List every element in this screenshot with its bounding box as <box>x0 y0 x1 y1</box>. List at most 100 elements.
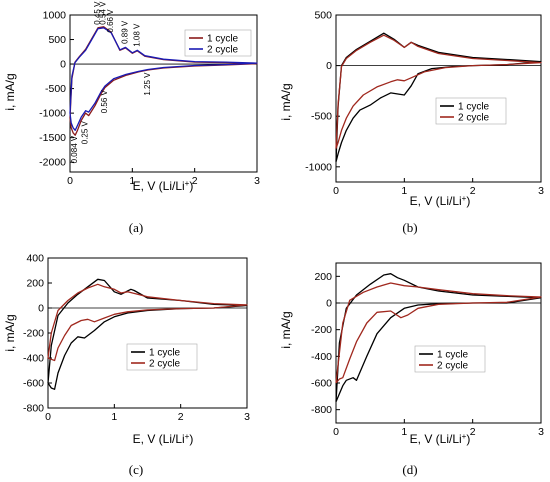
legend-box <box>414 345 486 373</box>
legend-box <box>184 29 252 57</box>
y-tick-label: 0 <box>60 59 66 71</box>
y-tick-label: -200 <box>311 324 332 336</box>
panel-c-caption: (c) <box>129 462 143 477</box>
y-tick-label: -1000 <box>39 108 66 120</box>
peak-annotation: 1.08 V <box>132 23 141 47</box>
series-line-1-cycle <box>335 273 542 402</box>
plot-frame <box>47 257 248 409</box>
y-tick-label: 200 <box>26 278 44 290</box>
x-tick-label: 2 <box>178 411 184 423</box>
peak-annotation: 0.084 V <box>70 135 79 163</box>
series-line-2-cycle <box>47 283 248 362</box>
panel-c-ylabel: i, mA/g <box>3 314 17 351</box>
x-tick-label: 2 <box>192 175 198 187</box>
plot-frame <box>69 14 258 173</box>
panel-b-series <box>335 32 542 162</box>
x-tick-label: 0 <box>67 175 73 187</box>
panel-a: E, V (Li/Li+) i, mA/g (a) 0 1 2 3 -2000 -1500… <box>3 1 260 235</box>
panel-a-xlabel: E, V (Li/Li+) <box>133 179 194 194</box>
y-tick-label: 400 <box>26 253 44 265</box>
y-tick-label: 0 <box>326 60 332 72</box>
legend-label: 1 cycle <box>207 34 239 45</box>
panel-c-series <box>47 278 248 390</box>
y-tick-label: -800 <box>23 403 44 415</box>
y-tick-label: -800 <box>311 404 332 416</box>
panel-b: E, V (Li/Li+) i, mA/g (b) 0 1 2 3-1000-5000… <box>279 10 544 236</box>
panel-d-axes: 0 1 2 3 -800 -600 -400 -200 0 200 <box>311 262 544 438</box>
y-tick-label: -600 <box>311 378 332 390</box>
x-tick-label: 3 <box>244 411 250 423</box>
panel-a-ylabel: i, mA/g <box>3 73 17 110</box>
x-tick-label: 1 <box>111 411 117 423</box>
legend-label: 1 cycle <box>149 348 181 359</box>
x-tick-label: 0 <box>333 426 339 438</box>
legend-label: 1 cycle <box>437 350 469 361</box>
x-tick-label: 3 <box>538 426 544 438</box>
y-tick-label: -400 <box>311 351 332 363</box>
peak-annotation: 0.25 V <box>81 120 90 144</box>
panel-c-axes: 0 1 2 3 -800 -600 -400 -200 0 200 400 <box>23 253 250 424</box>
series-line-2-cycle <box>335 34 542 149</box>
legend-label: 1 cycle <box>458 102 490 113</box>
legend-box <box>435 97 507 125</box>
panel-a-annotations: 0.45 V0.54 V0.66 V 0.89 V 1.08 V 0.084 V0.2… <box>70 1 152 163</box>
y-tick-label: 500 <box>314 10 332 22</box>
x-tick-label: 1 <box>401 426 407 438</box>
x-tick-label: 1 <box>401 185 407 197</box>
series-line-2-cycle <box>69 27 258 131</box>
panel-b-ylabel: i, mA/g <box>279 83 293 120</box>
peak-annotation: 1.25 V <box>143 72 152 96</box>
x-tick-label: 0 <box>45 411 51 423</box>
plot-frame <box>335 14 542 183</box>
y-tick-label: -1500 <box>39 132 66 144</box>
peak-annotation: 0.66 V <box>106 9 115 33</box>
x-tick-label: 0 <box>333 185 339 197</box>
panel-d-caption: (d) <box>402 462 417 477</box>
panel-d-series <box>335 273 542 402</box>
y-tick-label: -1000 <box>305 161 332 173</box>
peak-annotation: 0.45 V <box>93 1 102 25</box>
panel-d: E, V (Li/Li+) i, mA/g (d) 0 1 2 3 -800 -600 -4… <box>279 262 544 477</box>
legend-label: 2 cycle <box>207 45 239 56</box>
legend-label: 2 cycle <box>458 113 490 124</box>
x-tick-label: 3 <box>254 175 260 187</box>
x-tick-label: 2 <box>470 185 476 197</box>
panel-a-axes: 0 1 2 3 -2000 -1500 -1000 -500 0 500 1000 <box>39 10 260 188</box>
y-tick-label: 200 <box>314 271 332 283</box>
y-tick-label: 0 <box>38 303 44 315</box>
panel-a-series <box>69 26 258 136</box>
plot-frame <box>335 262 542 424</box>
y-tick-label: -600 <box>23 378 44 390</box>
legend-label: 2 cycle <box>437 361 469 372</box>
y-tick-label: -500 <box>311 111 332 123</box>
legend-box <box>126 343 198 371</box>
panel-a-caption: (a) <box>129 220 143 235</box>
series-line-1-cycle <box>335 32 542 162</box>
x-tick-label: 3 <box>538 185 544 197</box>
y-tick-label: 500 <box>48 34 66 46</box>
x-tick-label: 1 <box>129 175 135 187</box>
y-tick-label: -500 <box>45 83 66 95</box>
y-tick-label: -2000 <box>39 157 66 169</box>
panel-d-xlabel: E, V (Li/Li+) <box>410 432 471 447</box>
y-tick-label: -200 <box>23 328 44 340</box>
y-tick-label: 1000 <box>43 10 67 22</box>
peak-annotation: 0.54 V <box>99 1 108 25</box>
x-tick-label: 2 <box>470 426 476 438</box>
panel-b-axes: 0 1 2 3 -1000 -500 0 500 <box>305 10 544 198</box>
panel-b-caption: (b) <box>402 220 417 235</box>
panel-c-xlabel: E, V (Li/Li+) <box>133 432 194 447</box>
series-line-1-cycle <box>47 278 248 390</box>
panel-b-xlabel: E, V (Li/Li+) <box>410 194 471 209</box>
panel-d-ylabel: i, mA/g <box>279 311 293 348</box>
legend-label: 2 cycle <box>149 359 181 370</box>
peak-annotation: 0.89 V <box>121 20 130 44</box>
series-line-2-cycle <box>335 282 542 384</box>
peak-annotation: 0.56 V <box>100 89 109 113</box>
y-tick-label: 0 <box>326 298 332 310</box>
